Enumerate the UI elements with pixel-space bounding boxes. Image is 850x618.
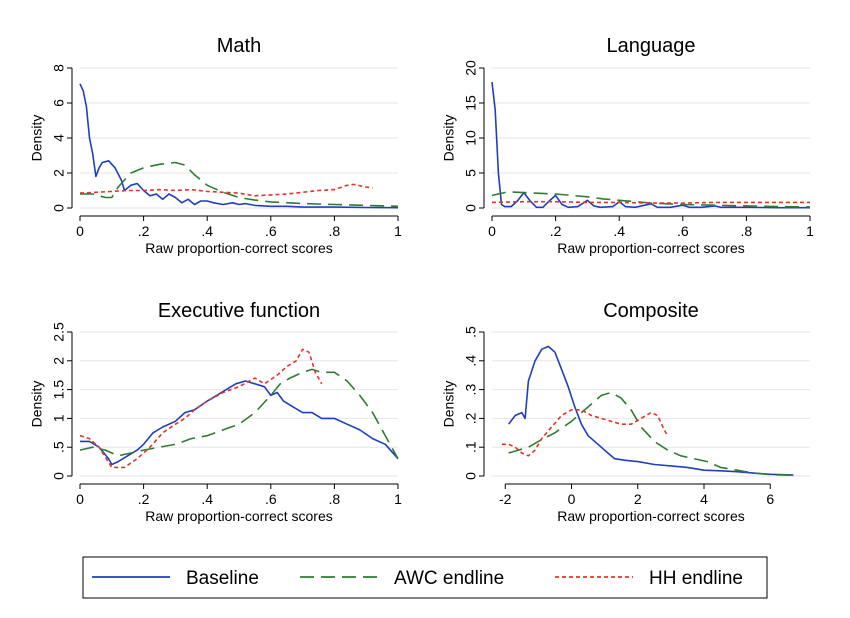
- x-tick-label: -2: [499, 491, 512, 507]
- x-tick-label: .6: [265, 223, 277, 239]
- x-tick-label: 1: [806, 223, 814, 239]
- y-tick-label: 0: [51, 472, 67, 480]
- series-line-baseline: [79, 83, 399, 209]
- legend-label: Baseline: [186, 568, 259, 589]
- x-tick-label: .4: [201, 491, 213, 507]
- series-line-baseline: [507, 345, 794, 476]
- x-tick-label: .2: [138, 491, 150, 507]
- series-line-awc-endline: [80, 161, 399, 208]
- x-tick-label: .8: [329, 223, 341, 239]
- y-tick-label: 0: [463, 472, 479, 480]
- y-tick-label: 2: [51, 357, 67, 365]
- series-line-hh-endline: [501, 409, 669, 457]
- chart-title: Executive function: [158, 300, 320, 322]
- x-tick-label: .6: [677, 223, 689, 239]
- chart-panel-2: Executive function 0 .5 1 1.5 2 2.5 Density 0 .2.…: [29, 300, 402, 524]
- chart-panel-3: Composite 0 .1 .2 .3 .4 .5 Density -2 0 2 4 6 Raw pro…: [441, 300, 810, 524]
- chart-panels: Math 0 2 4 6 8 Density 0 .2 .4 .6 .8 1 Raw proportion…: [29, 35, 814, 524]
- x-tick-label: .8: [329, 491, 341, 507]
- x-tick-label: .2: [550, 223, 562, 239]
- y-tick-label: 5: [463, 169, 479, 177]
- y-axis-label: Density: [441, 115, 457, 162]
- y-tick-label: 8: [51, 64, 67, 72]
- y-tick-label: .3: [463, 384, 479, 396]
- x-tick-label: .4: [201, 223, 213, 239]
- y-tick-label: 1: [51, 414, 67, 422]
- x-tick-label: 6: [766, 491, 774, 507]
- series-line-awc-endline: [508, 391, 794, 477]
- y-axis-label: Density: [29, 115, 45, 162]
- y-tick-label: .2: [463, 412, 479, 424]
- x-axis-label: Raw proportion-correct scores: [557, 508, 745, 524]
- y-tick-label: .5: [51, 441, 67, 453]
- x-tick-label: 1: [394, 491, 402, 507]
- x-axis-label: Raw proportion-correct scores: [557, 240, 745, 256]
- chart-panel-0: Math 0 2 4 6 8 Density 0 .2 .4 .6 .8 1 Raw proportion…: [29, 35, 402, 256]
- legend-label: HH endline: [649, 568, 743, 589]
- series-line-hh-endline: [79, 348, 323, 469]
- y-tick-label: 20: [463, 60, 479, 76]
- x-tick-label: 2: [634, 491, 642, 507]
- x-tick-label: .6: [265, 491, 277, 507]
- chart-title: Language: [607, 35, 696, 57]
- legend-label: AWC endline: [394, 568, 504, 589]
- x-axis-label: Raw proportion-correct scores: [145, 508, 333, 524]
- y-tick-label: 4: [51, 134, 67, 142]
- y-tick-label: 2: [51, 169, 67, 177]
- x-tick-label: 4: [700, 491, 708, 507]
- y-axis-label: Density: [441, 381, 457, 428]
- y-tick-label: 1.5: [51, 380, 67, 400]
- y-tick-label: 10: [463, 130, 479, 146]
- chart-title: Composite: [603, 300, 699, 322]
- chart-panel-1: Language 0 5 10 15 20 Density 0 .2 .4 .6 .8 1 Raw pro…: [441, 35, 814, 256]
- series-line-awc-endline: [491, 191, 811, 208]
- y-tick-label: .1: [463, 441, 479, 453]
- x-axis-label: Raw proportion-correct scores: [145, 240, 333, 256]
- chart-title: Math: [217, 35, 261, 57]
- x-tick-label: .2: [138, 223, 150, 239]
- y-tick-label: .4: [463, 355, 479, 367]
- y-tick-label: 0: [463, 204, 479, 212]
- x-tick-label: 0: [568, 491, 576, 507]
- y-tick-label: 0: [51, 204, 67, 212]
- y-tick-label: 15: [463, 95, 479, 111]
- y-axis-label: Density: [29, 381, 45, 428]
- x-tick-label: 0: [76, 491, 84, 507]
- x-tick-label: .4: [613, 223, 625, 239]
- y-tick-label: 2.5: [51, 322, 67, 342]
- x-tick-label: 0: [76, 223, 84, 239]
- y-tick-label: 6: [51, 99, 67, 107]
- series-line-awc-endline: [79, 368, 399, 460]
- x-tick-label: 0: [488, 223, 496, 239]
- legend: Baseline AWC endline HH endline: [82, 556, 768, 599]
- x-tick-label: 1: [394, 223, 402, 239]
- series-line-baseline: [491, 81, 810, 209]
- y-tick-label: .5: [463, 326, 479, 338]
- legend-box: [82, 556, 768, 599]
- series-line-baseline: [80, 380, 399, 466]
- x-tick-label: .8: [741, 223, 753, 239]
